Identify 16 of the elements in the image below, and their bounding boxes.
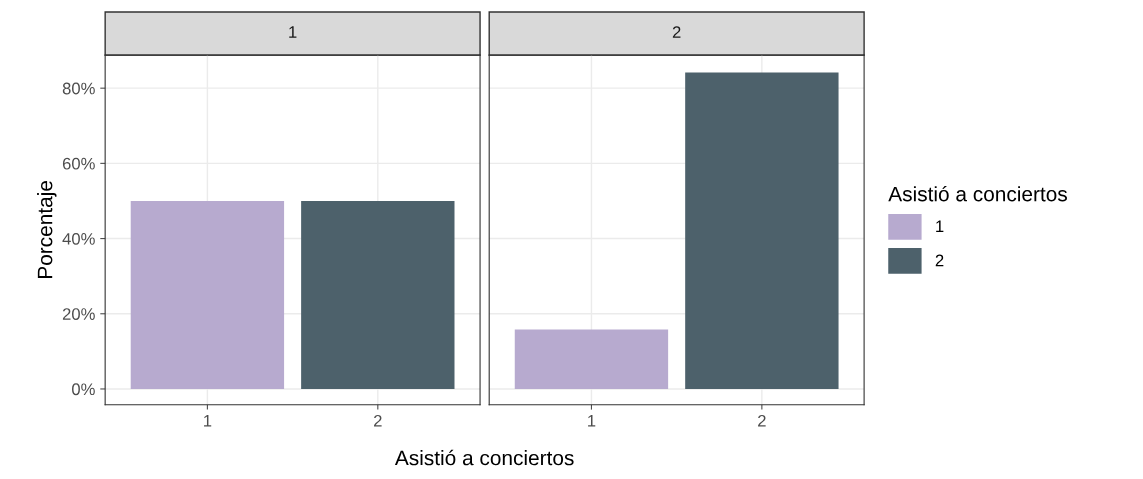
legend-title: Asistió a conciertos: [888, 185, 1067, 202]
x-axis-title: Asistió a conciertos: [394, 449, 574, 466]
x-tick-label: 2: [758, 414, 766, 427]
y-tick-label: 80%: [62, 82, 95, 95]
y-tick-label: 20%: [62, 308, 95, 320]
legend-label: 1: [936, 220, 944, 233]
x-tick-label: 1: [204, 415, 212, 427]
y-tick-label: 40%: [62, 232, 95, 245]
x-tick-label: 2: [374, 414, 382, 427]
chart-title: 2: [672, 26, 681, 38]
legend-label: 2: [935, 254, 944, 267]
y-tick-label: 0%: [72, 383, 95, 396]
y-axis-title: Porcentaje: [37, 181, 57, 279]
x-tick-label: 1: [588, 415, 596, 427]
chart-title: 1: [289, 26, 297, 38]
y-tick-label: 60%: [62, 157, 95, 170]
